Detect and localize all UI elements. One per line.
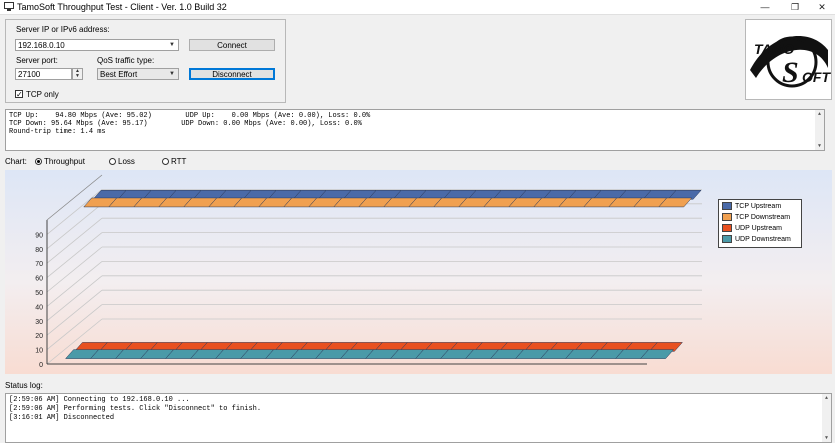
- chart-svg: 0 10 20 30 40 50 60 70 80 90: [5, 170, 832, 374]
- legend-swatch: [722, 224, 732, 232]
- logo-text-top: TAMO: [754, 41, 794, 57]
- logo-text-s: S: [782, 56, 799, 89]
- y-tick-label: 60: [35, 276, 43, 283]
- series-segment: [658, 197, 693, 208]
- connection-panel: Server IP or IPv6 address: 192.168.0.10 …: [5, 19, 286, 103]
- spin-up-icon[interactable]: ▲: [75, 68, 80, 74]
- disconnect-button[interactable]: Disconnect: [189, 68, 275, 80]
- qos-value: Best Effort: [100, 70, 138, 79]
- port-spinner[interactable]: ▲ ▼: [72, 68, 83, 80]
- radio-icon[interactable]: [109, 158, 116, 165]
- grid-line: [46, 318, 103, 365]
- legend-item: TCP Downstream: [722, 213, 790, 223]
- legend-label: UDP Upstream: [735, 225, 782, 232]
- loss-radio[interactable]: Loss: [109, 157, 135, 166]
- status-log-label: Status log:: [5, 381, 43, 390]
- grid-line: [46, 246, 103, 293]
- stats-scrollbar[interactable]: ▲ ▼: [815, 110, 824, 150]
- minimize-button[interactable]: —: [760, 2, 770, 12]
- legend-swatch: [722, 235, 732, 243]
- tamosoft-logo: TAMO S OFT: [745, 19, 832, 100]
- tcp-only-checkbox[interactable]: ✓: [15, 90, 23, 99]
- chevron-down-icon[interactable]: ▼: [169, 42, 175, 48]
- rtt-radio[interactable]: RTT: [162, 157, 186, 166]
- status-log: [2:59:06 AM] Connecting to 192.168.0.10 …: [5, 393, 832, 443]
- series-segment: [640, 349, 675, 359]
- loss-label: Loss: [118, 157, 135, 166]
- server-port-input[interactable]: 27100: [15, 68, 72, 80]
- legend-item: TCP Upstream: [722, 202, 781, 212]
- legend-label: TCP Upstream: [735, 203, 782, 210]
- status-line: [2:59:06 AM] Connecting to 192.168.0.10 …: [9, 396, 190, 404]
- app-icon: [4, 2, 14, 11]
- y-tick-label: 30: [35, 319, 43, 326]
- throughput-label: Throughput: [44, 157, 85, 166]
- legend-swatch: [722, 202, 732, 210]
- y-tick-label: 90: [35, 232, 43, 239]
- maximize-button[interactable]: ❐: [790, 2, 800, 12]
- scroll-up-icon[interactable]: ▲: [824, 395, 828, 401]
- server-address-value: 192.168.0.10: [18, 41, 65, 50]
- grid-line: [46, 232, 103, 278]
- chart-legend: TCP Upstream TCP Downstream UDP Upstream…: [718, 199, 802, 248]
- stats-line: Round-trip time: 1.4 ms: [9, 128, 106, 136]
- grid-line: [46, 304, 103, 350]
- connect-button[interactable]: Connect: [189, 39, 275, 51]
- stats-line: TCP Up: 94.80 Mbps (Ave: 95.02) UDP Up: …: [9, 112, 371, 120]
- logo-text-bottom: OFT: [802, 69, 831, 85]
- server-port-label: Server port:: [16, 56, 58, 65]
- y-tick-label: 50: [35, 290, 43, 297]
- legend-label: UDP Downstream: [735, 236, 791, 243]
- scroll-down-icon[interactable]: ▼: [824, 435, 828, 441]
- server-address-combo[interactable]: 192.168.0.10 ▼: [15, 39, 179, 51]
- status-line: [2:59:06 AM] Performing tests. Click "Di…: [9, 405, 262, 413]
- legend-item: UDP Downstream: [722, 235, 791, 245]
- grid-line: [46, 189, 103, 235]
- grid-line: [46, 275, 103, 322]
- window-title: TamoSoft Throughput Test - Client - Ver.…: [17, 2, 227, 12]
- stats-line: TCP Down: 95.64 Mbps (Ave: 95.17) UDP Do…: [9, 120, 362, 128]
- spin-down-icon[interactable]: ▼: [75, 73, 80, 79]
- title-bar: TamoSoft Throughput Test - Client - Ver.…: [0, 0, 835, 15]
- close-button[interactable]: ✕: [818, 2, 826, 12]
- throughput-chart: 0 10 20 30 40 50 60 70 80 90 TCP Upstream TCP Dow…: [5, 170, 832, 374]
- qos-label: QoS traffic type:: [97, 56, 155, 65]
- y-tick-label: 0: [39, 362, 43, 369]
- scroll-up-icon[interactable]: ▲: [817, 111, 821, 117]
- y-tick-label: 20: [35, 333, 43, 340]
- grid-line: [46, 289, 103, 336]
- radio-icon[interactable]: [162, 158, 169, 165]
- grid-line: [46, 217, 103, 264]
- stats-panel: TCP Up: 94.80 Mbps (Ave: 95.02) UDP Up: …: [5, 109, 825, 151]
- legend-item: UDP Upstream: [722, 224, 782, 234]
- logo-graphic: TAMO S OFT: [750, 36, 831, 89]
- status-line: [3:16:01 AM] Disconnected: [9, 414, 115, 422]
- server-port-value: 27100: [18, 70, 41, 79]
- legend-label: TCP Downstream: [735, 214, 791, 221]
- throughput-radio[interactable]: Throughput: [35, 157, 85, 166]
- y-tick-label: 40: [35, 304, 43, 311]
- status-scrollbar[interactable]: ▲ ▼: [822, 394, 831, 442]
- axis-depth-line: [46, 174, 103, 221]
- chevron-down-icon[interactable]: ▼: [169, 71, 175, 77]
- chart-label: Chart:: [5, 157, 27, 166]
- grid-line: [46, 203, 103, 250]
- y-tick-label: 70: [35, 261, 43, 268]
- server-address-label: Server IP or IPv6 address:: [16, 25, 110, 34]
- scroll-down-icon[interactable]: ▼: [817, 143, 821, 149]
- qos-combo[interactable]: Best Effort ▼: [97, 68, 179, 80]
- rtt-label: RTT: [171, 157, 187, 166]
- legend-swatch: [722, 213, 732, 221]
- y-tick-label: 80: [35, 247, 43, 254]
- grid-line: [46, 261, 103, 307]
- radio-selected-icon[interactable]: [35, 158, 42, 165]
- tcp-only-label: TCP only: [26, 90, 59, 99]
- y-tick-label: 10: [35, 348, 43, 355]
